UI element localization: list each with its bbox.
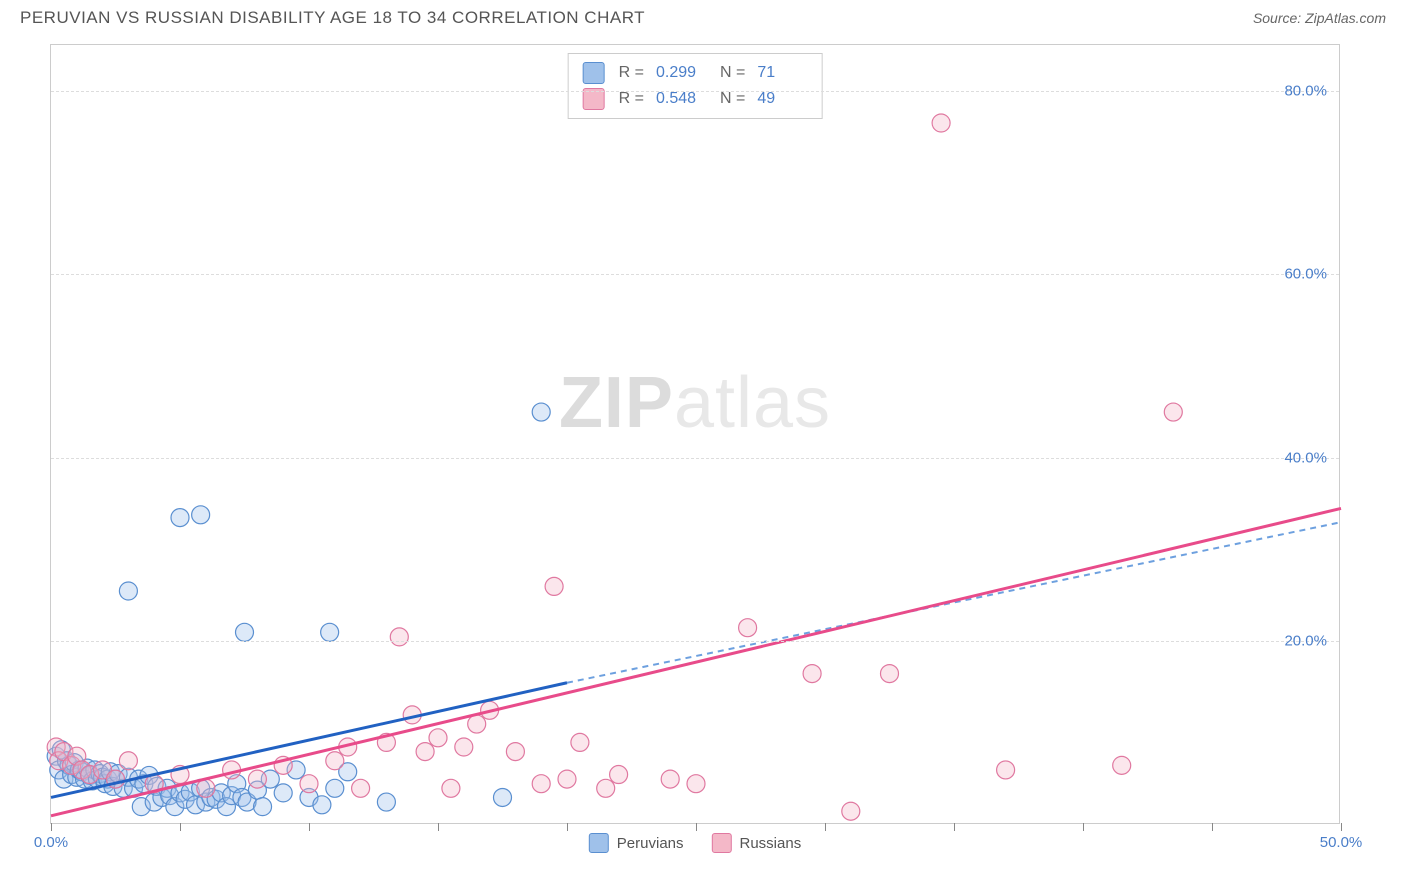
data-point <box>610 766 628 784</box>
legend-swatch <box>589 833 609 853</box>
x-tick-mark <box>180 823 181 831</box>
legend-item: Peruvians <box>589 833 684 853</box>
data-point <box>803 665 821 683</box>
data-point <box>254 798 272 816</box>
data-point <box>532 403 550 421</box>
data-point <box>739 619 757 637</box>
legend-row: R = 0.299 N = 71 <box>583 60 808 86</box>
data-point <box>455 738 473 756</box>
x-tick-mark <box>438 823 439 831</box>
data-point <box>300 775 318 793</box>
data-point <box>236 623 254 641</box>
data-point <box>442 779 460 797</box>
x-tick-label: 50.0% <box>1320 834 1363 851</box>
data-point <box>532 775 550 793</box>
data-point <box>1113 756 1131 774</box>
gridline-horizontal <box>51 91 1339 92</box>
data-point <box>932 114 950 132</box>
legend-swatch <box>583 62 605 84</box>
data-point <box>119 752 137 770</box>
gridline-horizontal <box>51 274 1339 275</box>
x-tick-mark <box>1212 823 1213 831</box>
x-tick-mark <box>1341 823 1342 831</box>
chart-svg <box>51 45 1339 823</box>
data-point <box>494 788 512 806</box>
data-point <box>377 793 395 811</box>
data-point <box>321 623 339 641</box>
chart-title: PERUVIAN VS RUSSIAN DISABILITY AGE 18 TO… <box>20 8 645 28</box>
data-point <box>1164 403 1182 421</box>
gridline-horizontal <box>51 458 1339 459</box>
data-point <box>326 779 344 797</box>
data-point <box>687 775 705 793</box>
y-tick-label: 60.0% <box>1284 266 1327 283</box>
x-tick-mark <box>825 823 826 831</box>
legend-label: Russians <box>740 835 802 852</box>
r-label: R = <box>619 90 644 108</box>
data-point <box>274 784 292 802</box>
data-point <box>429 729 447 747</box>
x-tick-label: 0.0% <box>34 834 68 851</box>
data-point <box>545 577 563 595</box>
n-value: 49 <box>757 90 807 108</box>
source-attribution: Source: ZipAtlas.com <box>1253 10 1386 26</box>
data-point <box>558 770 576 788</box>
data-point <box>506 743 524 761</box>
data-point <box>313 796 331 814</box>
data-point <box>326 752 344 770</box>
data-point <box>197 779 215 797</box>
data-point <box>171 509 189 527</box>
data-point <box>881 665 899 683</box>
data-point <box>597 779 615 797</box>
data-point <box>352 779 370 797</box>
r-value: 0.548 <box>656 90 706 108</box>
x-tick-mark <box>309 823 310 831</box>
n-value: 71 <box>757 64 807 82</box>
data-point <box>119 582 137 600</box>
data-point <box>416 743 434 761</box>
y-tick-label: 40.0% <box>1284 449 1327 466</box>
data-point <box>468 715 486 733</box>
x-tick-mark <box>1083 823 1084 831</box>
data-point <box>192 506 210 524</box>
data-point <box>571 733 589 751</box>
n-label: N = <box>720 64 745 82</box>
legend-swatch <box>712 833 732 853</box>
data-point <box>842 802 860 820</box>
n-label: N = <box>720 90 745 108</box>
header-bar: PERUVIAN VS RUSSIAN DISABILITY AGE 18 TO… <box>0 0 1406 32</box>
y-tick-label: 20.0% <box>1284 633 1327 650</box>
data-point <box>248 770 266 788</box>
correlation-legend: R = 0.299 N = 71 R = 0.548 N = 49 <box>568 53 823 119</box>
x-tick-mark <box>567 823 568 831</box>
r-value: 0.299 <box>656 64 706 82</box>
legend-label: Peruvians <box>617 835 684 852</box>
x-tick-mark <box>51 823 52 831</box>
data-point <box>997 761 1015 779</box>
data-point <box>661 770 679 788</box>
y-tick-label: 80.0% <box>1284 82 1327 99</box>
trend-line <box>51 508 1341 815</box>
trend-line-dashed <box>567 522 1341 683</box>
series-legend: Peruvians Russians <box>589 833 801 853</box>
data-point <box>390 628 408 646</box>
x-tick-mark <box>696 823 697 831</box>
gridline-horizontal <box>51 641 1339 642</box>
r-label: R = <box>619 64 644 82</box>
chart-plot-area: ZIPatlas R =0.299N =71R =0.548N =49 Peru… <box>50 44 1340 824</box>
x-tick-mark <box>954 823 955 831</box>
legend-item: Russians <box>712 833 802 853</box>
